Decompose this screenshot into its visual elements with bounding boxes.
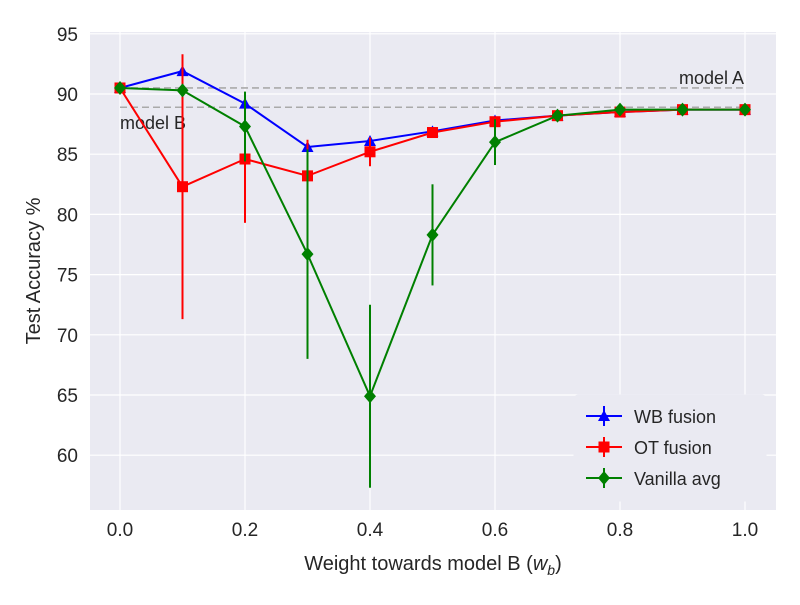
reference-label: model B bbox=[120, 113, 186, 133]
y-tick-label: 60 bbox=[57, 446, 78, 467]
x-tick-label: 1.0 bbox=[732, 520, 758, 541]
y-axis-label: Test Accuracy % bbox=[23, 197, 45, 344]
reference-label: model A bbox=[679, 68, 744, 88]
legend-marker bbox=[598, 441, 610, 453]
y-tick-label: 90 bbox=[57, 85, 78, 106]
data-point bbox=[489, 135, 501, 150]
legend-label: Vanilla avg bbox=[634, 469, 721, 489]
x-tick-label: 0.0 bbox=[107, 520, 133, 541]
data-point bbox=[676, 102, 689, 117]
x-tick-label: 0.6 bbox=[482, 520, 508, 541]
x-tick-label: 0.8 bbox=[607, 520, 633, 541]
data-point bbox=[364, 146, 376, 158]
data-point bbox=[239, 119, 251, 134]
legend-marker bbox=[598, 410, 610, 421]
data-point bbox=[614, 102, 626, 117]
data-point bbox=[427, 127, 438, 139]
legend-box bbox=[573, 394, 767, 502]
data-point bbox=[426, 227, 439, 242]
data-point bbox=[114, 80, 126, 95]
data-point bbox=[364, 389, 376, 404]
legend-marker bbox=[598, 471, 610, 485]
data-point bbox=[551, 108, 564, 123]
reference-lines: model A model B bbox=[120, 68, 745, 133]
data-point bbox=[739, 102, 751, 117]
x-axis-label: Weight towards model B (wb) bbox=[304, 553, 562, 578]
legend-label: OT fusion bbox=[634, 438, 712, 458]
x-tick-label: 0.4 bbox=[357, 520, 384, 541]
y-tick-label: 85 bbox=[57, 145, 78, 166]
tick-labels: 0.0 0.2 0.4 0.6 0.8 1.0 60 65 70 75 80 85 90 95 bbox=[57, 25, 758, 541]
data-point bbox=[177, 181, 188, 193]
y-tick-label: 80 bbox=[57, 205, 78, 226]
data-point bbox=[176, 83, 189, 98]
legend: WB fusion OT fusion Vanilla avg bbox=[573, 394, 767, 502]
series-vanilla-avg bbox=[114, 80, 751, 488]
y-tick-label: 65 bbox=[57, 386, 78, 407]
legend-label: WB fusion bbox=[634, 407, 716, 427]
y-tick-label: 75 bbox=[57, 266, 78, 287]
x-tick-label: 0.2 bbox=[232, 520, 258, 541]
y-tick-label: 95 bbox=[57, 25, 78, 46]
y-tick-label: 70 bbox=[57, 326, 78, 347]
series-group bbox=[114, 54, 751, 488]
data-point bbox=[301, 247, 314, 262]
